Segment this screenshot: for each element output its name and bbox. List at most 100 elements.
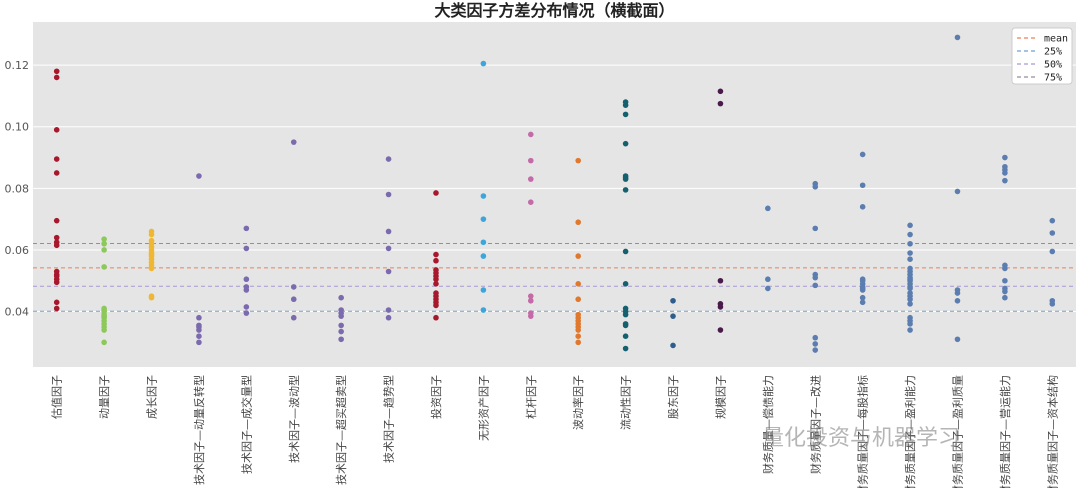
data-point xyxy=(670,342,676,349)
data-point xyxy=(480,216,487,222)
data-point xyxy=(433,281,439,287)
data-point xyxy=(765,285,771,292)
data-point xyxy=(243,225,250,232)
plot-area xyxy=(33,22,1076,367)
data-point xyxy=(907,321,913,327)
data-point xyxy=(859,287,866,293)
chart-title: 大类因子方差分布情况（横截面） xyxy=(434,1,674,20)
data-point xyxy=(385,314,392,321)
x-tick-label: 成长因子 xyxy=(146,375,159,419)
data-point xyxy=(101,339,107,346)
x-tick-label: 规模因子 xyxy=(713,375,727,419)
data-point xyxy=(622,102,629,108)
data-point xyxy=(385,307,392,313)
data-point xyxy=(196,173,202,179)
data-point xyxy=(385,156,392,162)
x-tick-label: 流动性因子 xyxy=(619,375,633,430)
data-point xyxy=(243,245,250,252)
data-point xyxy=(907,256,913,262)
legend-label: 50% xyxy=(1044,60,1062,71)
data-point xyxy=(717,88,724,95)
x-tick-label: 股东因子 xyxy=(667,375,680,419)
data-point xyxy=(717,304,724,310)
data-point xyxy=(243,287,250,293)
data-point xyxy=(53,234,60,241)
data-point xyxy=(433,190,439,196)
data-point xyxy=(1002,294,1008,301)
data-point xyxy=(433,257,439,264)
data-point xyxy=(53,170,60,176)
data-point xyxy=(290,139,297,145)
data-point xyxy=(480,253,487,259)
data-point xyxy=(53,68,60,75)
data-point xyxy=(622,311,629,318)
data-point xyxy=(717,327,724,333)
data-point xyxy=(1049,230,1056,236)
data-point xyxy=(53,156,60,162)
data-point xyxy=(1002,154,1008,161)
data-point xyxy=(765,276,771,283)
data-point xyxy=(385,245,392,252)
data-point xyxy=(859,294,866,301)
data-point xyxy=(812,282,819,289)
data-point xyxy=(622,187,629,193)
data-point xyxy=(907,301,913,307)
data-point xyxy=(527,199,534,206)
data-point xyxy=(527,297,534,304)
data-point xyxy=(101,236,107,242)
data-point xyxy=(480,239,487,246)
data-point xyxy=(53,127,60,133)
x-tick-label: 财务质量因子—盈利能力 xyxy=(903,375,917,488)
y-tick-label: 0.06 xyxy=(5,244,30,257)
data-point xyxy=(622,333,629,339)
x-tick-label: 财务质量—偿债能力 xyxy=(761,375,775,474)
data-point xyxy=(101,247,107,253)
data-point xyxy=(670,313,676,319)
data-point xyxy=(1049,248,1056,255)
data-point xyxy=(290,314,297,321)
data-point xyxy=(622,140,629,147)
data-point xyxy=(622,281,629,287)
data-point xyxy=(433,302,439,309)
data-point xyxy=(196,333,202,339)
data-point xyxy=(480,60,487,67)
data-point xyxy=(385,228,392,235)
data-point xyxy=(338,336,344,343)
data-point xyxy=(907,327,913,333)
data-point xyxy=(575,219,582,226)
data-point xyxy=(1002,288,1008,295)
data-point xyxy=(954,34,961,41)
data-point xyxy=(101,240,107,247)
data-point xyxy=(907,296,913,303)
y-tick-label: 0.04 xyxy=(5,306,30,319)
x-tick-label: 财务质量因子—改进 xyxy=(808,375,822,474)
watermark: 量化投资与机器学习 xyxy=(762,426,961,451)
legend-label: mean xyxy=(1044,34,1068,45)
data-point xyxy=(385,268,392,275)
data-point xyxy=(1002,265,1008,272)
data-point xyxy=(859,299,866,306)
data-point xyxy=(717,277,724,284)
x-tick-label: 财务质量因子—营运能力 xyxy=(998,375,1012,488)
data-point xyxy=(243,304,250,310)
data-point xyxy=(575,327,582,333)
x-tick-label: 技术因子—趋势型 xyxy=(382,375,396,463)
data-point xyxy=(527,293,534,299)
data-point xyxy=(575,253,582,259)
data-point xyxy=(53,279,60,286)
data-point xyxy=(338,322,344,329)
data-point xyxy=(812,334,819,341)
data-point xyxy=(433,314,439,321)
data-point xyxy=(196,339,202,346)
x-tick-label: 技术因子—成交量型 xyxy=(239,375,253,474)
data-point xyxy=(148,231,155,238)
data-point xyxy=(575,333,582,339)
data-point xyxy=(480,193,487,199)
data-point xyxy=(575,281,582,287)
x-tick-label: 财务质量因子—每股指标 xyxy=(856,375,870,488)
x-tick-label: 财务质量因子—盈利质量 xyxy=(950,375,964,488)
data-point xyxy=(717,100,724,107)
data-point xyxy=(196,314,202,321)
data-point xyxy=(1049,217,1056,224)
